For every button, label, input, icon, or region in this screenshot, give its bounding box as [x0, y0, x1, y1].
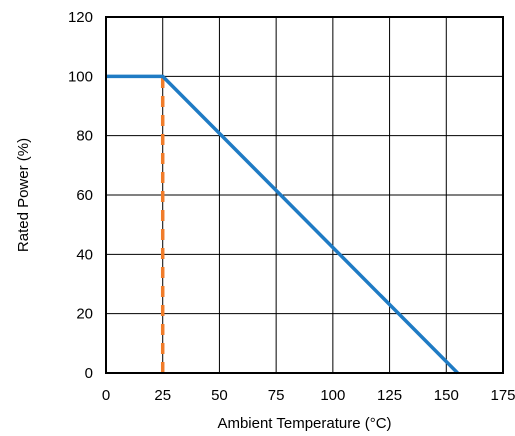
- plot-area-frame: [105, 16, 504, 374]
- x-axis-title: Ambient Temperature (°C): [217, 415, 391, 432]
- y-tick-label: 100: [68, 68, 93, 85]
- x-tick-label: 50: [211, 387, 228, 404]
- x-tick-label: 25: [154, 387, 171, 404]
- y-tick-label: 40: [76, 246, 93, 263]
- x-tick-label: 175: [490, 387, 515, 404]
- x-tick-label: 0: [102, 387, 110, 404]
- x-tick-label: 75: [268, 387, 285, 404]
- y-tick-label: 20: [76, 306, 93, 323]
- derating-curve-line: [106, 74, 459, 375]
- grid-lines: [106, 17, 503, 373]
- y-tick-label: 60: [76, 187, 93, 204]
- series-layer: [106, 74, 459, 375]
- y-tick-label: 120: [68, 9, 93, 26]
- y-tick-label: 0: [85, 365, 93, 382]
- y-tick-label: 80: [76, 128, 93, 145]
- x-tick-label: 150: [434, 387, 459, 404]
- y-tick-labels: 0 20 40 60 80 100 120: [68, 9, 93, 382]
- x-tick-labels: 0 25 50 75 100 125 150 175: [102, 387, 515, 404]
- x-tick-label: 100: [320, 387, 345, 404]
- y-axis-title: Rated Power (%): [15, 138, 32, 252]
- x-tick-label: 125: [377, 387, 402, 404]
